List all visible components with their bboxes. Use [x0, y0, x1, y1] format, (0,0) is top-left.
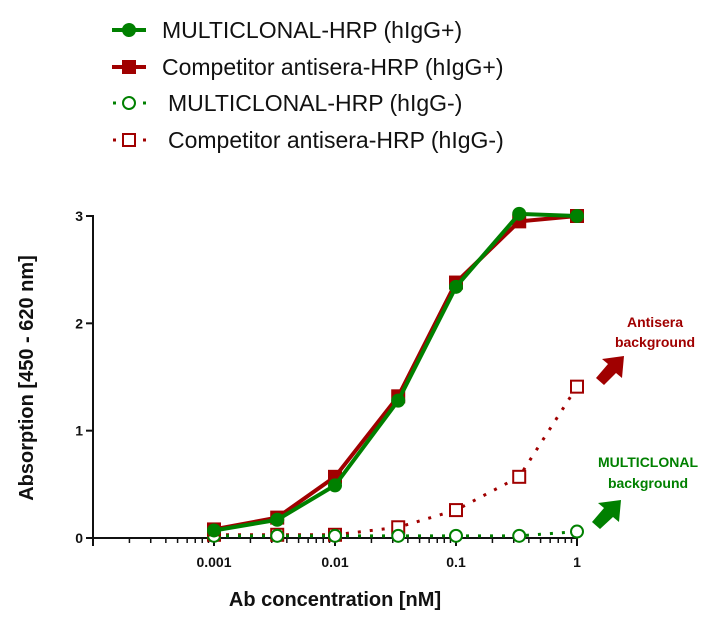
data-point: [328, 478, 342, 493]
legend-label: MULTICLONAL-HRP (hIgG+): [162, 17, 462, 43]
y-tick-label: 3: [75, 208, 83, 224]
annotations: Antisera background MULTICLONAL background: [592, 314, 698, 529]
series-0: [207, 206, 584, 538]
legend-dot: [143, 138, 146, 142]
series-2: [207, 524, 584, 543]
data-point: [449, 503, 463, 518]
annotation-text: background: [608, 475, 688, 491]
data-point: [449, 528, 463, 543]
legend-item: Competitor antisera-HRP (hIgG-): [113, 127, 504, 153]
legend-item: MULTICLONAL-HRP (hIgG-): [113, 90, 462, 116]
series-1: [207, 209, 584, 537]
arrow-icon: [596, 356, 624, 385]
legend-item: MULTICLONAL-HRP (hIgG+): [112, 17, 462, 43]
legend-dot: [143, 101, 146, 105]
annotation-text: background: [615, 334, 695, 350]
legend-label: MULTICLONAL-HRP (hIgG-): [168, 90, 462, 116]
data-point: [328, 528, 342, 543]
arrow-icon: [592, 500, 621, 529]
data-point: [270, 512, 285, 527]
data-point: [391, 393, 406, 408]
data-point: [512, 206, 527, 221]
data-point: [512, 469, 527, 484]
y-tick-label: 1: [75, 423, 83, 439]
y-tick-label: 0: [75, 530, 83, 546]
x-tick-label: 0.1: [446, 554, 466, 570]
annotation: MULTICLONAL background: [592, 454, 698, 529]
x-axis-label: Ab concentration [nM]: [229, 589, 441, 611]
series-line: [214, 385, 579, 537]
data-point: [270, 528, 285, 543]
annotation: Antisera background: [596, 314, 695, 385]
x-tick-label: 1: [573, 554, 581, 570]
legend-marker: [122, 96, 136, 110]
legend-label: Competitor antisera-HRP (hIgG+): [162, 54, 504, 80]
x-tick-label: 0.001: [196, 554, 231, 570]
data-point: [512, 528, 527, 543]
data-point: [570, 524, 584, 539]
data-point: [207, 523, 221, 538]
annotation-text: MULTICLONAL: [598, 454, 698, 470]
legend-dot: [113, 101, 116, 105]
data-point: [449, 279, 463, 294]
legend-marker: [122, 60, 136, 74]
y-tick-label: 2: [75, 315, 83, 331]
legend-item: Competitor antisera-HRP (hIgG+): [112, 54, 504, 80]
data-point: [570, 209, 584, 223]
legend-marker: [122, 133, 136, 147]
y-axis-label: Absorption [450 - 620 nm]: [16, 255, 38, 501]
legend: MULTICLONAL-HRP (hIgG+) Competitor antise…: [112, 17, 504, 153]
legend-dot: [113, 138, 116, 142]
annotation-text: Antisera: [627, 314, 683, 330]
series-layer: [207, 206, 584, 543]
legend-marker: [122, 23, 136, 37]
data-point: [391, 528, 406, 543]
x-tick-label: 0.01: [321, 554, 348, 570]
legend-label: Competitor antisera-HRP (hIgG-): [168, 127, 504, 153]
axes: 0 1 2 3 0.001 0.01 0.1 1: [75, 208, 581, 570]
data-point: [570, 379, 584, 394]
